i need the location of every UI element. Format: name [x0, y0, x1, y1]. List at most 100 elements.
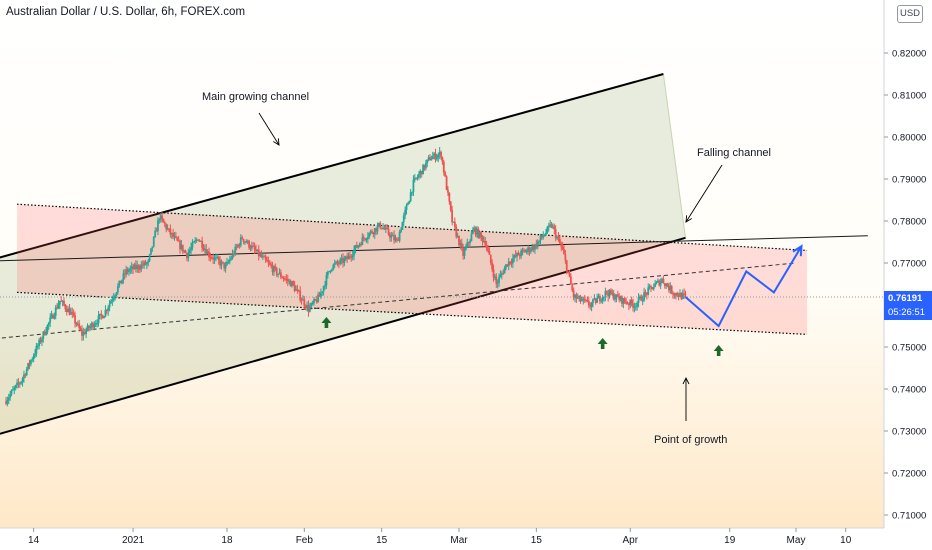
candle-body [326, 271, 329, 276]
candle-body [527, 247, 529, 251]
candle-body [662, 278, 665, 284]
candle-body [447, 189, 449, 193]
candle-body [16, 382, 18, 386]
candle-body [255, 249, 257, 252]
candle-body [79, 328, 82, 331]
candle-body [275, 268, 278, 275]
candle-body [436, 157, 438, 160]
candle-body [311, 302, 314, 304]
candle-body [355, 245, 358, 248]
candle-body [63, 300, 65, 306]
candle-body [314, 299, 317, 301]
candle-body [226, 261, 228, 265]
candle-body [550, 224, 553, 228]
horizontal-trendline [0, 235, 868, 262]
time-tick-label: 15 [376, 535, 388, 546]
candle-body [278, 272, 281, 275]
candle-body [297, 289, 300, 292]
candle-body [666, 283, 669, 287]
candle-body [284, 278, 286, 280]
candle-body [427, 157, 430, 160]
candle-body [569, 276, 572, 285]
candle-body [415, 177, 418, 179]
candle-body [539, 236, 542, 241]
candle-body [115, 292, 118, 296]
candle-body [390, 235, 393, 238]
candle-body [637, 297, 640, 303]
candle-body [191, 242, 194, 248]
candle-body [601, 297, 604, 301]
candle-body [598, 295, 601, 302]
candle-body [407, 203, 409, 206]
candle-body [466, 242, 469, 247]
candle-body [249, 247, 252, 249]
candle-body [416, 177, 419, 179]
candle-body [331, 269, 333, 271]
time-axis[interactable]: 14 2021 18 Feb 15 Mar 15 Apr 19 May 10 [28, 528, 852, 546]
candle-body [612, 292, 615, 300]
candle-body [640, 296, 643, 301]
candle-body [513, 255, 516, 259]
candle-body [230, 258, 233, 260]
candle-body [306, 305, 308, 309]
candle-body [382, 227, 384, 229]
candle-body [459, 242, 462, 246]
candle-body [82, 332, 85, 336]
currency-button[interactable]: USD [897, 5, 923, 23]
main-channel-end-edge [662, 73, 687, 238]
candle-body [487, 248, 489, 251]
candle-body [157, 220, 159, 232]
candle-body [50, 314, 53, 318]
candle-body [358, 244, 361, 246]
candle-body [6, 400, 9, 404]
bar-countdown-label: 05:26:51 [884, 305, 932, 320]
candle-body [57, 304, 60, 309]
candle-body [143, 261, 146, 266]
candle-body [452, 221, 455, 223]
candle-body [651, 287, 654, 290]
candle-body [517, 252, 520, 256]
candle-body [42, 331, 45, 339]
candle-body [328, 271, 331, 273]
candle-body [361, 237, 364, 245]
main-channel-lower-line [0, 236, 686, 435]
candle-body [672, 293, 674, 295]
candle-body [137, 265, 140, 269]
candle-body [514, 255, 517, 257]
candle-body [121, 279, 123, 284]
candle-body [426, 159, 429, 163]
candle-body [540, 236, 543, 238]
candle-body [458, 235, 460, 246]
candle-body [213, 257, 216, 260]
candle-body [158, 219, 161, 221]
candle-body [9, 394, 12, 398]
candle-body [90, 323, 93, 327]
candle-body [574, 294, 576, 298]
main-channel-pointer-arrow-line [258, 112, 280, 146]
price-tick-label: 0.78000 [892, 217, 926, 228]
candle-body [371, 231, 373, 233]
candle-body [384, 227, 387, 230]
candle-body [397, 239, 400, 241]
candle-body [344, 256, 347, 259]
candle-body [21, 378, 24, 382]
candle-body [543, 234, 546, 237]
candle-body [25, 368, 28, 376]
candle-body [148, 254, 151, 261]
time-tick-label: Feb [296, 535, 314, 546]
candle-body [86, 325, 89, 331]
candle-body [103, 316, 105, 319]
candle-body [163, 222, 166, 225]
candle-body [119, 280, 122, 284]
candle-body [575, 294, 578, 299]
candle-body [271, 266, 274, 273]
candle-body [253, 246, 256, 250]
candle-body [480, 232, 483, 237]
candle-body [442, 161, 445, 173]
candle-body [147, 260, 150, 263]
candle-body [630, 299, 633, 304]
candle-body [166, 228, 169, 230]
candle-body [215, 257, 217, 259]
candle-body [235, 246, 238, 248]
